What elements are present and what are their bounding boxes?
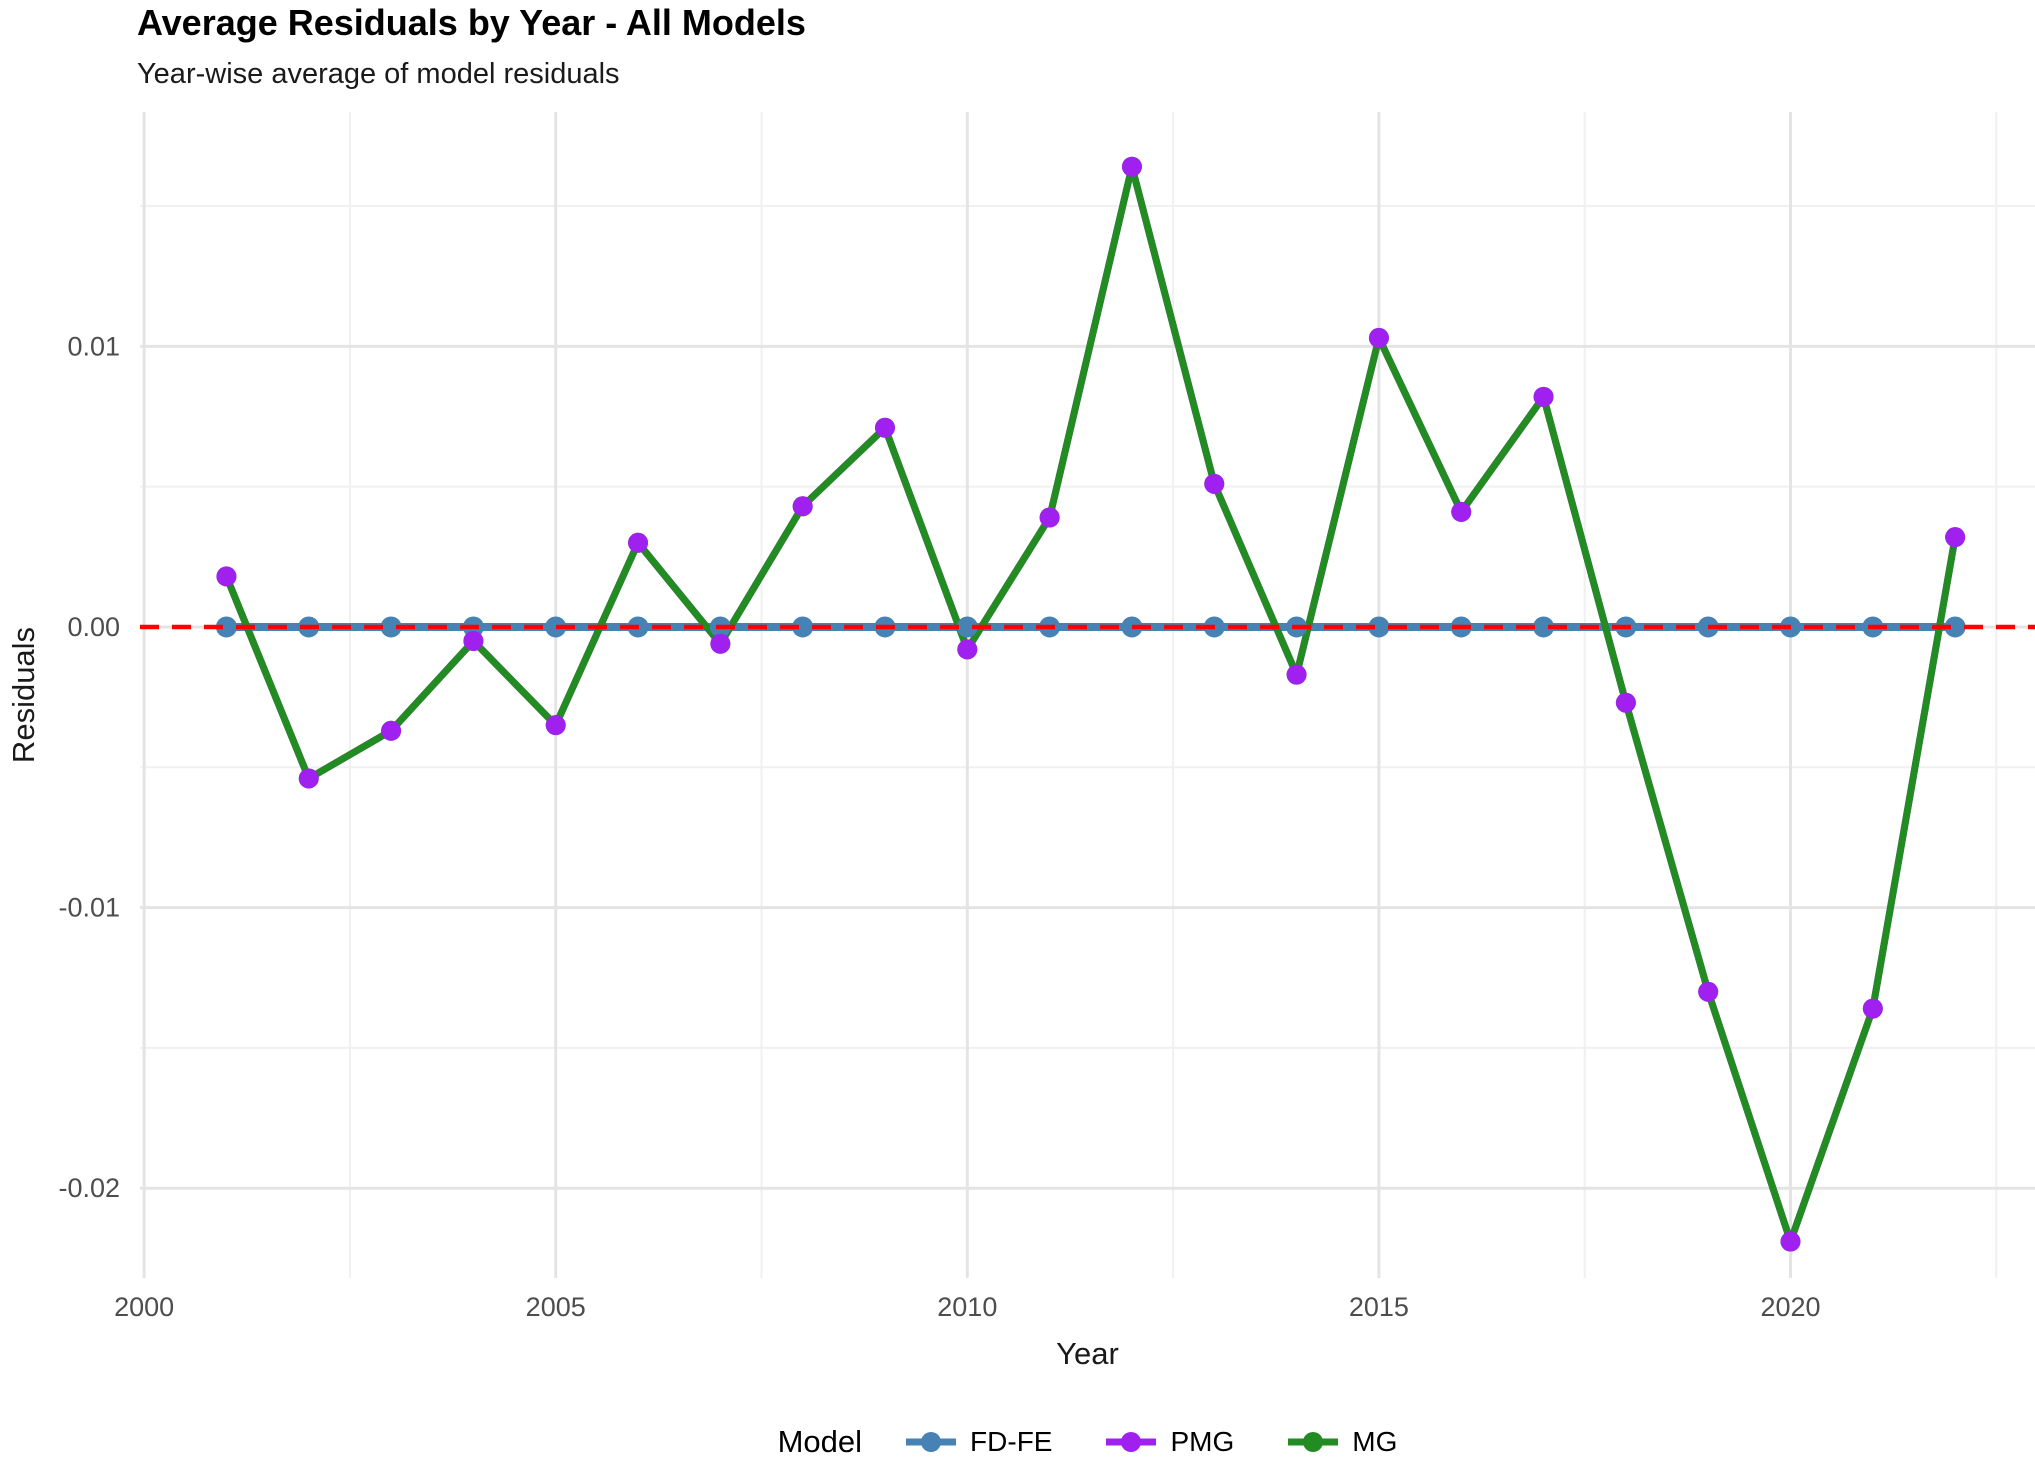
legend-key-icon (1106, 1432, 1157, 1452)
data-point-PMG (1615, 692, 1636, 713)
data-point-FD-FE (1121, 616, 1143, 638)
data-point-PMG (1698, 981, 1719, 1002)
data-point-PMG (1945, 527, 1966, 548)
x-tick-label: 2000 (114, 1292, 174, 1322)
data-point-FD-FE (956, 616, 978, 638)
data-point-FD-FE (380, 616, 402, 638)
data-point-PMG (1533, 386, 1554, 407)
data-point-PMG (1780, 1231, 1801, 1252)
data-point-PMG (1204, 473, 1225, 494)
data-point-PMG (1286, 664, 1307, 685)
legend-entries: FD-FE PMG MG (904, 1426, 1397, 1458)
data-point-FD-FE (1533, 616, 1555, 638)
plot-panel (140, 112, 2035, 1278)
data-point-FD-FE (792, 616, 814, 638)
legend-label: PMG (1170, 1426, 1235, 1457)
y-tick-label: -0.01 (58, 893, 120, 923)
chart-title: Average Residuals by Year - All Models (137, 2, 806, 43)
x-tick-label: 2005 (526, 1292, 586, 1322)
data-point-PMG (1121, 156, 1142, 177)
data-point-PMG (874, 417, 895, 438)
data-point-PMG (792, 496, 813, 517)
x-tick-label: 2015 (1349, 1292, 1409, 1322)
y-tick-label: 0.00 (67, 612, 120, 642)
legend-key-icon (1288, 1432, 1339, 1452)
x-tick-label: 2020 (1760, 1292, 1820, 1322)
data-point-PMG (463, 630, 484, 651)
legend-label: FD-FE (970, 1426, 1053, 1457)
y-axis-title: Residuals (6, 627, 41, 763)
y-tick-label: 0.01 (67, 331, 120, 361)
x-axis-title: Year (1056, 1336, 1119, 1371)
data-point-PMG (628, 532, 649, 553)
data-point-PMG (1862, 998, 1883, 1019)
legend-label: MG (1352, 1426, 1398, 1457)
data-point-PMG (216, 566, 237, 587)
data-point-PMG (1451, 501, 1472, 522)
data-point-PMG (957, 639, 978, 660)
data-point-PMG (710, 633, 731, 654)
data-point-PMG (1039, 507, 1060, 528)
data-point-FD-FE (1368, 616, 1390, 638)
legend-title: Model (777, 1424, 863, 1459)
x-tick-label: 2010 (937, 1292, 997, 1322)
data-point-PMG (545, 715, 566, 736)
data-point-PMG (298, 768, 319, 789)
data-point-FD-FE (545, 616, 567, 638)
residuals-line-chart: 2000 2005 2010 2015 2020 0.01 0.00 -0.01 -0.02 Ye… (6, 112, 2035, 1371)
y-tick-label: -0.02 (58, 1173, 120, 1203)
series-line-MG (222, 163, 1959, 1246)
data-point-FD-FE (215, 616, 237, 638)
legend: Model FD-FE PMG MG (140, 1412, 2035, 1472)
legend-entry-PMG: PMG (1104, 1426, 1234, 1458)
chart-subtitle: Year-wise average of model residuals (137, 58, 620, 90)
legend-key-icon (906, 1432, 957, 1452)
legend-entry-FD-FE: FD-FE (904, 1426, 1052, 1458)
data-point-PMG (381, 720, 402, 741)
data-point-FD-FE (1944, 616, 1966, 638)
legend-entry-MG: MG (1286, 1426, 1397, 1458)
data-point-PMG (1368, 327, 1389, 348)
